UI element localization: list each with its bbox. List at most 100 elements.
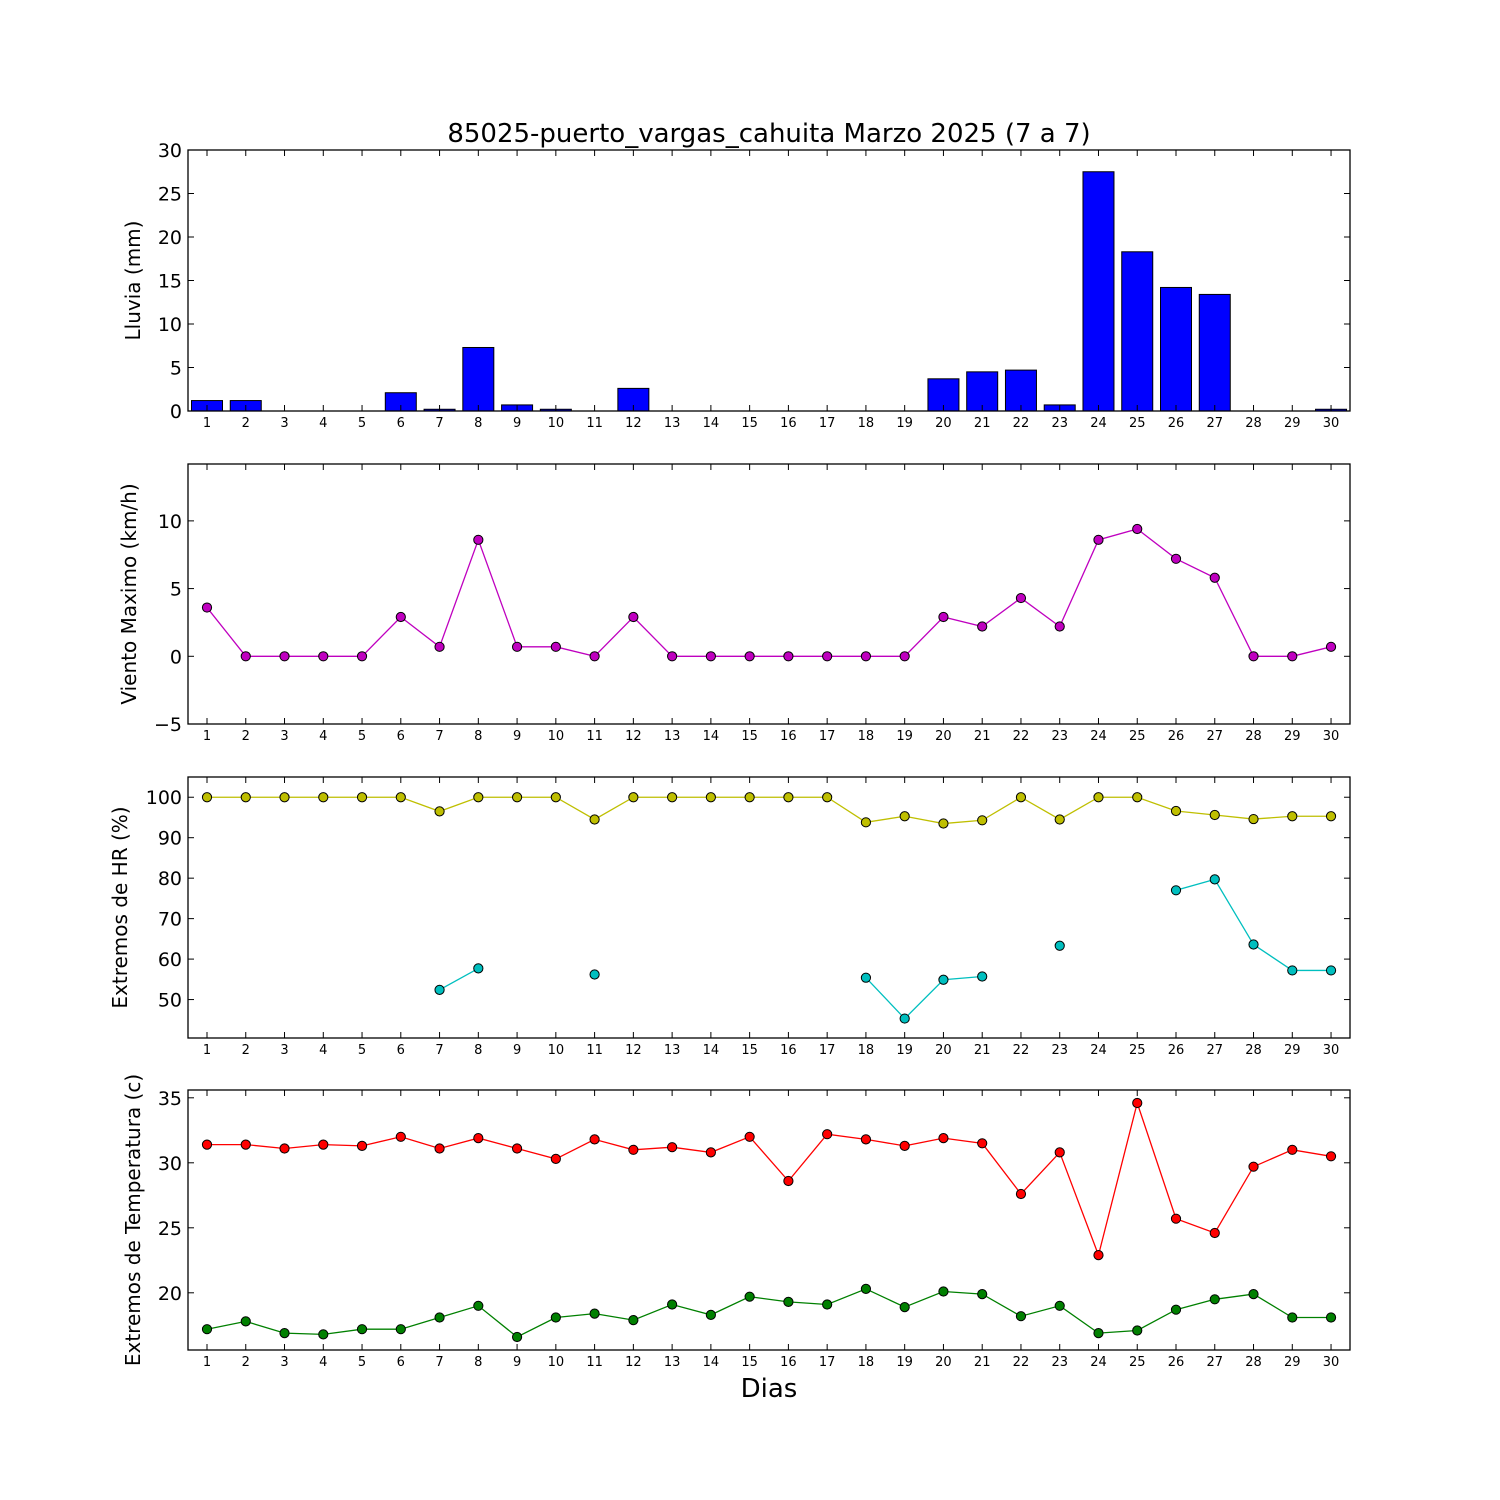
- temperature-series-0-point-17: [822, 1129, 833, 1140]
- temperature-xtick-label: 21: [974, 1355, 991, 1370]
- humidity-xtick-label: 6: [397, 1043, 405, 1058]
- humidity-xtick-label: 18: [858, 1043, 875, 1058]
- humidity-series-1-line-2: [865, 975, 983, 1020]
- rain-xtick-label: 10: [548, 416, 565, 431]
- rain-xtick-label: 23: [1051, 416, 1068, 431]
- temperature-series-0-point-8: [473, 1133, 484, 1144]
- wind-xtick-label: 6: [397, 729, 405, 744]
- humidity-series-1-point-11: [589, 969, 600, 980]
- humidity-series-0-point-17: [822, 792, 833, 803]
- temperature-series-0-point-2: [240, 1139, 251, 1150]
- humidity-series-1-point-29: [1287, 965, 1298, 976]
- humidity-xtick-label: 20: [935, 1043, 952, 1058]
- humidity-ytick-label: 50: [158, 990, 182, 1012]
- rain-xtick-label: 24: [1090, 416, 1107, 431]
- wind-series-0-point-16: [783, 651, 794, 662]
- humidity-xtick-label: 25: [1129, 1043, 1146, 1058]
- humidity-xtick-label: 7: [435, 1043, 443, 1058]
- temperature-xtick-label: 26: [1168, 1355, 1185, 1370]
- temperature-series-0-point-20: [938, 1133, 949, 1144]
- temperature-series-1-point-12: [628, 1315, 639, 1326]
- humidity-series-0-point-13: [667, 792, 678, 803]
- wind-xtick-label: 23: [1051, 729, 1068, 744]
- temperature-series-1-point-5: [356, 1324, 368, 1335]
- wind-ylabel: Viento Maximo (km/h): [117, 483, 141, 704]
- humidity-xtick-label: 26: [1168, 1043, 1185, 1058]
- wind-axes-frame: [187, 463, 1351, 725]
- temperature-series-0-point-7: [434, 1143, 445, 1154]
- temperature-series-0-point-6: [395, 1131, 406, 1142]
- humidity-ytick-label: 90: [158, 828, 182, 850]
- rain-xtick-label: 17: [819, 416, 836, 431]
- wind-xtick-label: 10: [548, 729, 565, 744]
- rain-xtick-label: 3: [280, 416, 288, 431]
- humidity-series-0-point-9: [511, 792, 523, 803]
- rain-bar-21: [966, 371, 999, 412]
- rain-ytick-label: 0: [170, 401, 182, 423]
- wind-series-0-point-12: [628, 611, 639, 623]
- rain-ytick-label: 30: [158, 140, 182, 162]
- humidity-series-1-point-27: [1209, 874, 1220, 885]
- rain-ytick-label: 15: [158, 271, 182, 293]
- wind-ytick-label: 0: [170, 646, 182, 668]
- temperature-xtick-label: 13: [664, 1355, 681, 1370]
- temperature-series-1-point-9: [511, 1331, 523, 1343]
- temperature-series-0-point-21: [977, 1138, 988, 1149]
- temperature-series-1-point-2: [240, 1316, 251, 1327]
- humidity-series-1-point-18: [860, 972, 872, 983]
- temperature-xtick-label: 15: [741, 1355, 758, 1370]
- wind-series-0-point-5: [356, 651, 368, 662]
- figure-title: 85025-puerto_vargas_cahuita Marzo 2025 (…: [447, 119, 1090, 149]
- humidity-series-1-line-0: [439, 967, 479, 991]
- temperature-series-1-point-7: [434, 1312, 445, 1323]
- temperature-xtick-label: 4: [319, 1355, 327, 1370]
- temperature-xtick-label: 6: [397, 1355, 405, 1370]
- humidity-series-1-point-28: [1248, 939, 1259, 950]
- temperature-series-1-point-4: [318, 1329, 329, 1340]
- rain-bar-22: [1004, 369, 1037, 412]
- temperature-xtick-label: 5: [358, 1355, 366, 1370]
- humidity-xtick-label: 4: [319, 1043, 327, 1058]
- temperature-series-0-point-16: [783, 1175, 794, 1187]
- humidity-series-0-point-30: [1325, 811, 1337, 822]
- wind-series-0-point-29: [1287, 651, 1298, 662]
- temperature-series-1-point-26: [1170, 1304, 1182, 1315]
- rain-xtick-label: 30: [1323, 416, 1340, 431]
- wind-ytick-label: −5: [154, 714, 182, 736]
- temperature-series-0-point-1: [201, 1139, 213, 1150]
- wind-ytick-label: 5: [170, 579, 182, 601]
- wind-xtick-label: 20: [935, 729, 952, 744]
- temperature-xtick-label: 10: [548, 1355, 565, 1370]
- temperature-series-1-point-20: [938, 1286, 949, 1297]
- temperature-xtick-label: 11: [586, 1355, 603, 1370]
- wind-series-0-point-18: [860, 651, 872, 662]
- temperature-xtick-label: 27: [1206, 1355, 1223, 1370]
- temperature-series-0-point-28: [1248, 1161, 1259, 1172]
- humidity-xtick-label: 11: [586, 1043, 603, 1058]
- humidity-series-0-point-15: [744, 792, 755, 803]
- temperature-series-0-point-27: [1209, 1227, 1220, 1239]
- rain-bar-26: [1160, 286, 1192, 412]
- wind-series-0-line-0: [206, 528, 1332, 658]
- humidity-xtick-label: 15: [741, 1043, 758, 1058]
- temperature-series-0-point-25: [1132, 1097, 1143, 1109]
- temperature-series-0-point-11: [589, 1134, 600, 1145]
- temperature-series-0-point-22: [1015, 1188, 1027, 1200]
- humidity-series-0-point-28: [1248, 813, 1259, 825]
- humidity-series-0-line-0: [207, 796, 1332, 825]
- temperature-xtick-label: 22: [1013, 1355, 1030, 1370]
- humidity-xtick-label: 29: [1284, 1043, 1301, 1058]
- wind-series-0-point-6: [395, 611, 406, 623]
- rain-xtick-label: 28: [1245, 416, 1262, 431]
- temperature-xtick-label: 23: [1051, 1355, 1068, 1370]
- humidity-series-0-point-5: [356, 792, 368, 803]
- temperature-series-0-point-4: [318, 1139, 329, 1150]
- wind-series-0-point-19: [899, 651, 910, 662]
- temperature-xtick-label: 24: [1090, 1355, 1107, 1370]
- humidity-series-0-point-20: [938, 818, 949, 829]
- temperature-series-1-point-3: [279, 1328, 290, 1339]
- temperature-xtick-label: 7: [435, 1355, 443, 1370]
